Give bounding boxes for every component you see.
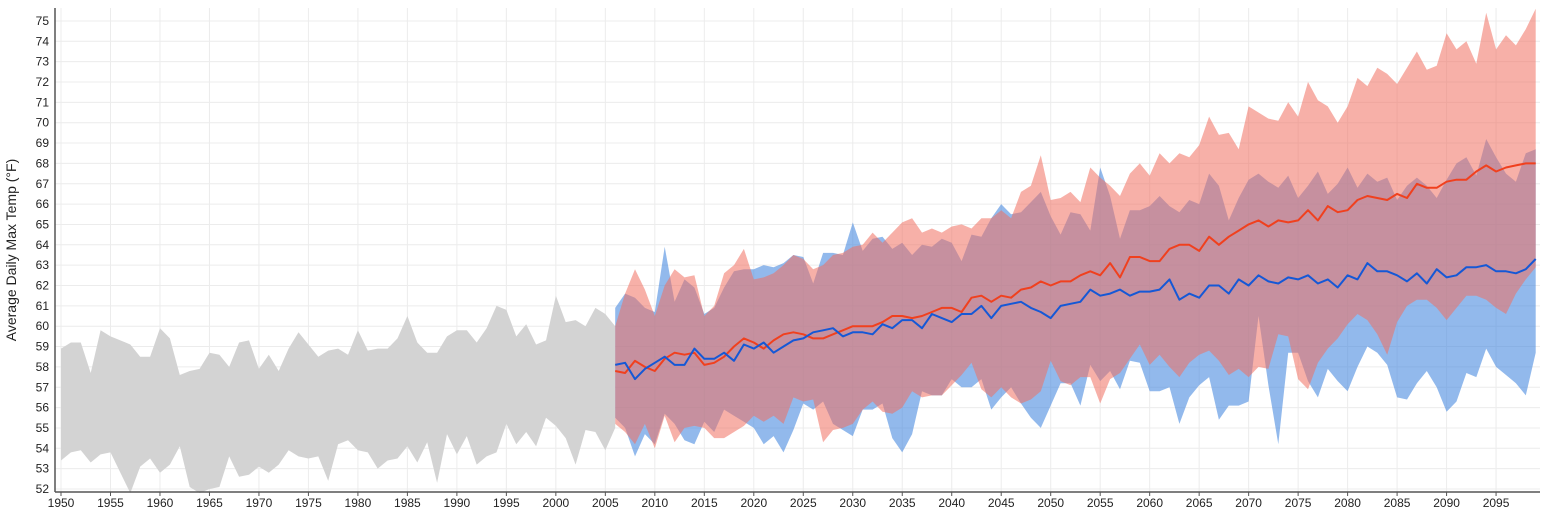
x-tick-label: 2055 — [1087, 496, 1114, 510]
x-tick-label: 1955 — [97, 496, 124, 510]
y-tick-label: 52 — [36, 482, 50, 496]
x-tick-label: 2060 — [1136, 496, 1163, 510]
x-tick-label: 1985 — [394, 496, 421, 510]
y-tick-label: 53 — [36, 462, 50, 476]
y-tick-label: 66 — [36, 197, 50, 211]
x-tick-label: 1965 — [196, 496, 223, 510]
x-tick-label: 1980 — [345, 496, 372, 510]
x-tick-label: 2095 — [1483, 496, 1510, 510]
y-tick-label: 54 — [36, 441, 50, 455]
y-tick-label: 72 — [36, 75, 50, 89]
y-tick-label: 67 — [36, 177, 50, 191]
y-tick-label: 64 — [36, 238, 50, 252]
y-tick-label: 59 — [36, 340, 50, 354]
x-tick-label: 2015 — [691, 496, 718, 510]
x-tick-label: 2090 — [1433, 496, 1460, 510]
x-tick-label: 2065 — [1186, 496, 1213, 510]
x-tick-label: 2025 — [790, 496, 817, 510]
y-tick-label: 55 — [36, 421, 50, 435]
x-tick-label: 2020 — [740, 496, 767, 510]
y-tick-label: 63 — [36, 258, 50, 272]
y-tick-label: 62 — [36, 279, 50, 293]
x-tick-label: 1995 — [493, 496, 520, 510]
x-tick-label: 1990 — [444, 496, 471, 510]
x-tick-label: 1970 — [246, 496, 273, 510]
lower-emissions-mean-line — [614, 258, 1537, 381]
y-axis-label: Average Daily Max Temp (°F) — [3, 159, 19, 341]
y-tick-label: 71 — [36, 95, 50, 109]
x-tick-label: 2030 — [839, 496, 866, 510]
x-tick-label: 2005 — [592, 496, 619, 510]
plot-lines — [614, 162, 1537, 381]
historical-range-area — [61, 295, 616, 494]
x-tick-label: 2045 — [988, 496, 1015, 510]
x-tick-label: 2050 — [1037, 496, 1064, 510]
x-tick-label: 1960 — [147, 496, 174, 510]
y-tick-label: 60 — [36, 319, 50, 333]
x-tick-label: 2000 — [542, 496, 569, 510]
y-tick-label: 65 — [36, 217, 50, 231]
y-tick-label: 74 — [36, 34, 50, 48]
y-tick-label: 58 — [36, 360, 50, 374]
x-tick-label: 1950 — [48, 496, 75, 510]
higher-emissions-range-area — [615, 8, 1536, 449]
axes: 52 53 54 55 56 57 58 59 60 61 62 63 64 65 66 67 68 69 70 71… — [36, 8, 1540, 510]
plot-areas — [61, 8, 1536, 494]
x-tick-label: 2085 — [1384, 496, 1411, 510]
y-tick-label: 69 — [36, 136, 50, 150]
y-tick-label: 70 — [36, 116, 50, 130]
y-tick-label: 75 — [36, 14, 50, 28]
x-tick-label: 2080 — [1334, 496, 1361, 510]
y-tick-label: 56 — [36, 401, 50, 415]
x-tick-label: 2075 — [1285, 496, 1312, 510]
x-tick-label: 2040 — [938, 496, 965, 510]
y-tick-label: 68 — [36, 156, 50, 170]
x-tick-label: 2035 — [889, 496, 916, 510]
y-tick-label: 73 — [36, 55, 50, 69]
higher-emissions-mean-line — [615, 162, 1536, 374]
x-tick-label: 2010 — [641, 496, 668, 510]
y-tick-label: 61 — [36, 299, 50, 313]
x-tick-label: 2070 — [1235, 496, 1262, 510]
x-tick-label: 1975 — [295, 496, 322, 510]
y-tick-label: 57 — [36, 380, 50, 394]
